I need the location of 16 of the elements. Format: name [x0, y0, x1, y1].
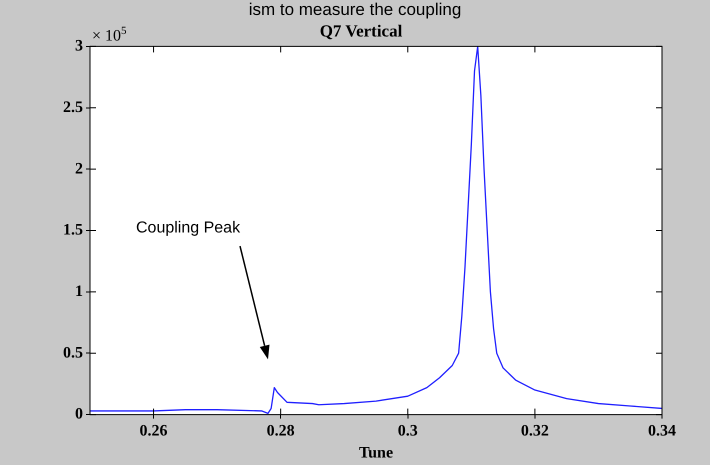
x-tick-label: 0.28 — [266, 422, 295, 440]
x-tick-label: 0.26 — [140, 422, 168, 440]
x-tick-label: 0.3 — [398, 422, 418, 440]
x-tick-label: 0.34 — [648, 422, 676, 440]
y-tick-label: 0 — [75, 406, 83, 423]
x-tick-label: 0.32 — [520, 422, 549, 440]
y-tick-label: 1.5 — [63, 222, 83, 239]
y-tick-label: 3 — [75, 38, 83, 55]
y-tick-label: 0.5 — [63, 344, 83, 362]
annotation: Coupling Peak — [136, 219, 242, 236]
y-tick-label: 2 — [75, 160, 83, 178]
y-tick-label: 2.5 — [63, 98, 83, 116]
y-tick-label: 1 — [75, 283, 83, 300]
x-axis-title: Tune — [358, 444, 394, 462]
chart-title: Q7 Vertical — [320, 22, 403, 41]
text: ism to measure the coupling — [248, 0, 462, 20]
